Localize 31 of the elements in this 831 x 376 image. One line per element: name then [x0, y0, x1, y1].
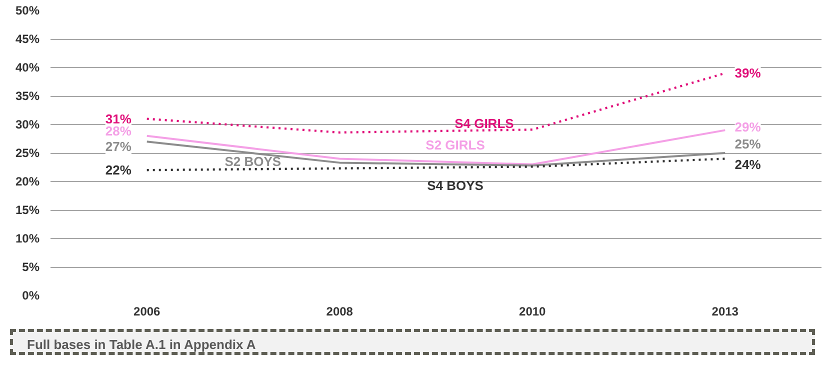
text: Full bases in Table A.1 in Appendix A — [27, 336, 256, 354]
y-tick-label: 50% — [15, 4, 40, 18]
x-tick-label: 2010 — [519, 304, 546, 318]
y-tick-label: 40% — [15, 60, 40, 74]
data-label: 25% — [734, 136, 762, 152]
y-tick-label: 30% — [15, 118, 40, 132]
series-label: S4 GIRLS — [454, 116, 514, 132]
y-tick-label: 45% — [15, 32, 40, 46]
y-tick-label: 35% — [15, 89, 40, 103]
data-label: 39% — [734, 66, 762, 81]
y-tick-label: 15% — [15, 203, 40, 217]
x-tick-label: 2008 — [326, 304, 354, 318]
data-label: 29% — [734, 120, 762, 135]
y-tick-label: 25% — [15, 146, 40, 160]
y-tick-label: 20% — [15, 174, 40, 188]
line-series — [146, 158, 726, 172]
data-label: 31% — [105, 111, 132, 126]
data-label: 24% — [734, 157, 762, 172]
series-label: S2 GIRLS — [426, 138, 486, 153]
y-tick-label: 10% — [15, 232, 40, 246]
series-label: S2 BOYS — [224, 154, 282, 170]
line-series — [146, 140, 726, 167]
x-tick-label: 2013 — [712, 304, 739, 318]
series-label: S4 BOYS — [427, 178, 484, 194]
data-label: 28% — [105, 123, 132, 138]
data-label: 27% — [105, 139, 132, 154]
y-tick-label: 5% — [22, 260, 40, 274]
y-tick-label: 0% — [22, 288, 40, 302]
line-series — [146, 129, 726, 166]
x-tick-label: 2006 — [134, 304, 161, 318]
data-label: 22% — [105, 162, 132, 178]
